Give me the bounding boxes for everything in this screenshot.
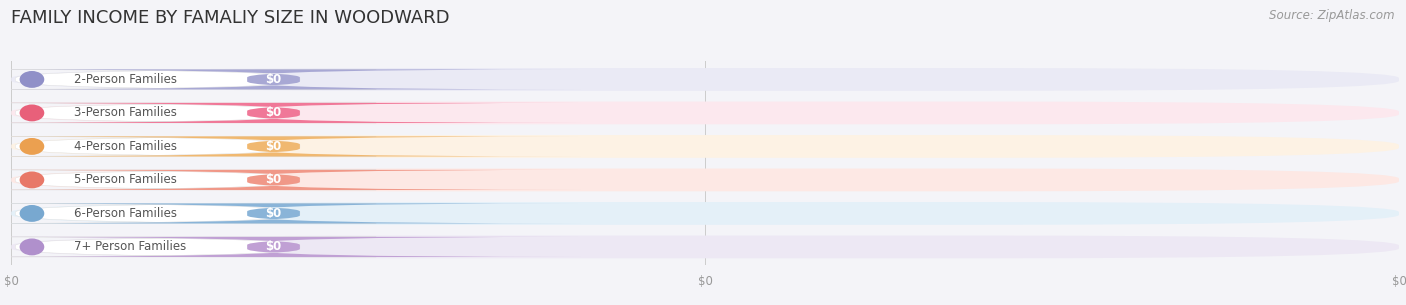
Text: 4-Person Families: 4-Person Families bbox=[73, 140, 177, 153]
FancyBboxPatch shape bbox=[11, 102, 1399, 124]
FancyBboxPatch shape bbox=[11, 68, 1399, 91]
Ellipse shape bbox=[20, 138, 44, 155]
Text: $0: $0 bbox=[266, 240, 281, 253]
FancyBboxPatch shape bbox=[0, 69, 377, 89]
Ellipse shape bbox=[20, 171, 44, 188]
Text: 7+ Person Families: 7+ Person Families bbox=[73, 240, 186, 253]
Text: Source: ZipAtlas.com: Source: ZipAtlas.com bbox=[1270, 9, 1395, 22]
Text: 3-Person Families: 3-Person Families bbox=[73, 106, 177, 120]
Text: $0: $0 bbox=[266, 174, 281, 186]
FancyBboxPatch shape bbox=[0, 103, 377, 123]
Text: $0: $0 bbox=[266, 207, 281, 220]
Ellipse shape bbox=[20, 105, 44, 121]
Text: FAMILY INCOME BY FAMALIY SIZE IN WOODWARD: FAMILY INCOME BY FAMALIY SIZE IN WOODWAR… bbox=[11, 9, 450, 27]
FancyBboxPatch shape bbox=[0, 203, 581, 224]
FancyBboxPatch shape bbox=[0, 203, 377, 224]
FancyBboxPatch shape bbox=[0, 170, 581, 190]
FancyBboxPatch shape bbox=[0, 136, 581, 156]
Ellipse shape bbox=[20, 239, 44, 255]
FancyBboxPatch shape bbox=[0, 237, 377, 257]
FancyBboxPatch shape bbox=[11, 135, 1399, 158]
Text: 5-Person Families: 5-Person Families bbox=[73, 174, 177, 186]
Ellipse shape bbox=[20, 205, 44, 222]
Text: $0: $0 bbox=[266, 73, 281, 86]
FancyBboxPatch shape bbox=[0, 170, 377, 190]
Text: 2-Person Families: 2-Person Families bbox=[73, 73, 177, 86]
Text: $0: $0 bbox=[266, 140, 281, 153]
Text: 6-Person Families: 6-Person Families bbox=[73, 207, 177, 220]
Ellipse shape bbox=[20, 71, 44, 88]
FancyBboxPatch shape bbox=[0, 103, 581, 123]
FancyBboxPatch shape bbox=[0, 237, 581, 257]
FancyBboxPatch shape bbox=[11, 169, 1399, 191]
Text: $0: $0 bbox=[266, 106, 281, 120]
FancyBboxPatch shape bbox=[11, 202, 1399, 225]
FancyBboxPatch shape bbox=[0, 136, 377, 156]
FancyBboxPatch shape bbox=[0, 69, 581, 89]
FancyBboxPatch shape bbox=[11, 235, 1399, 258]
